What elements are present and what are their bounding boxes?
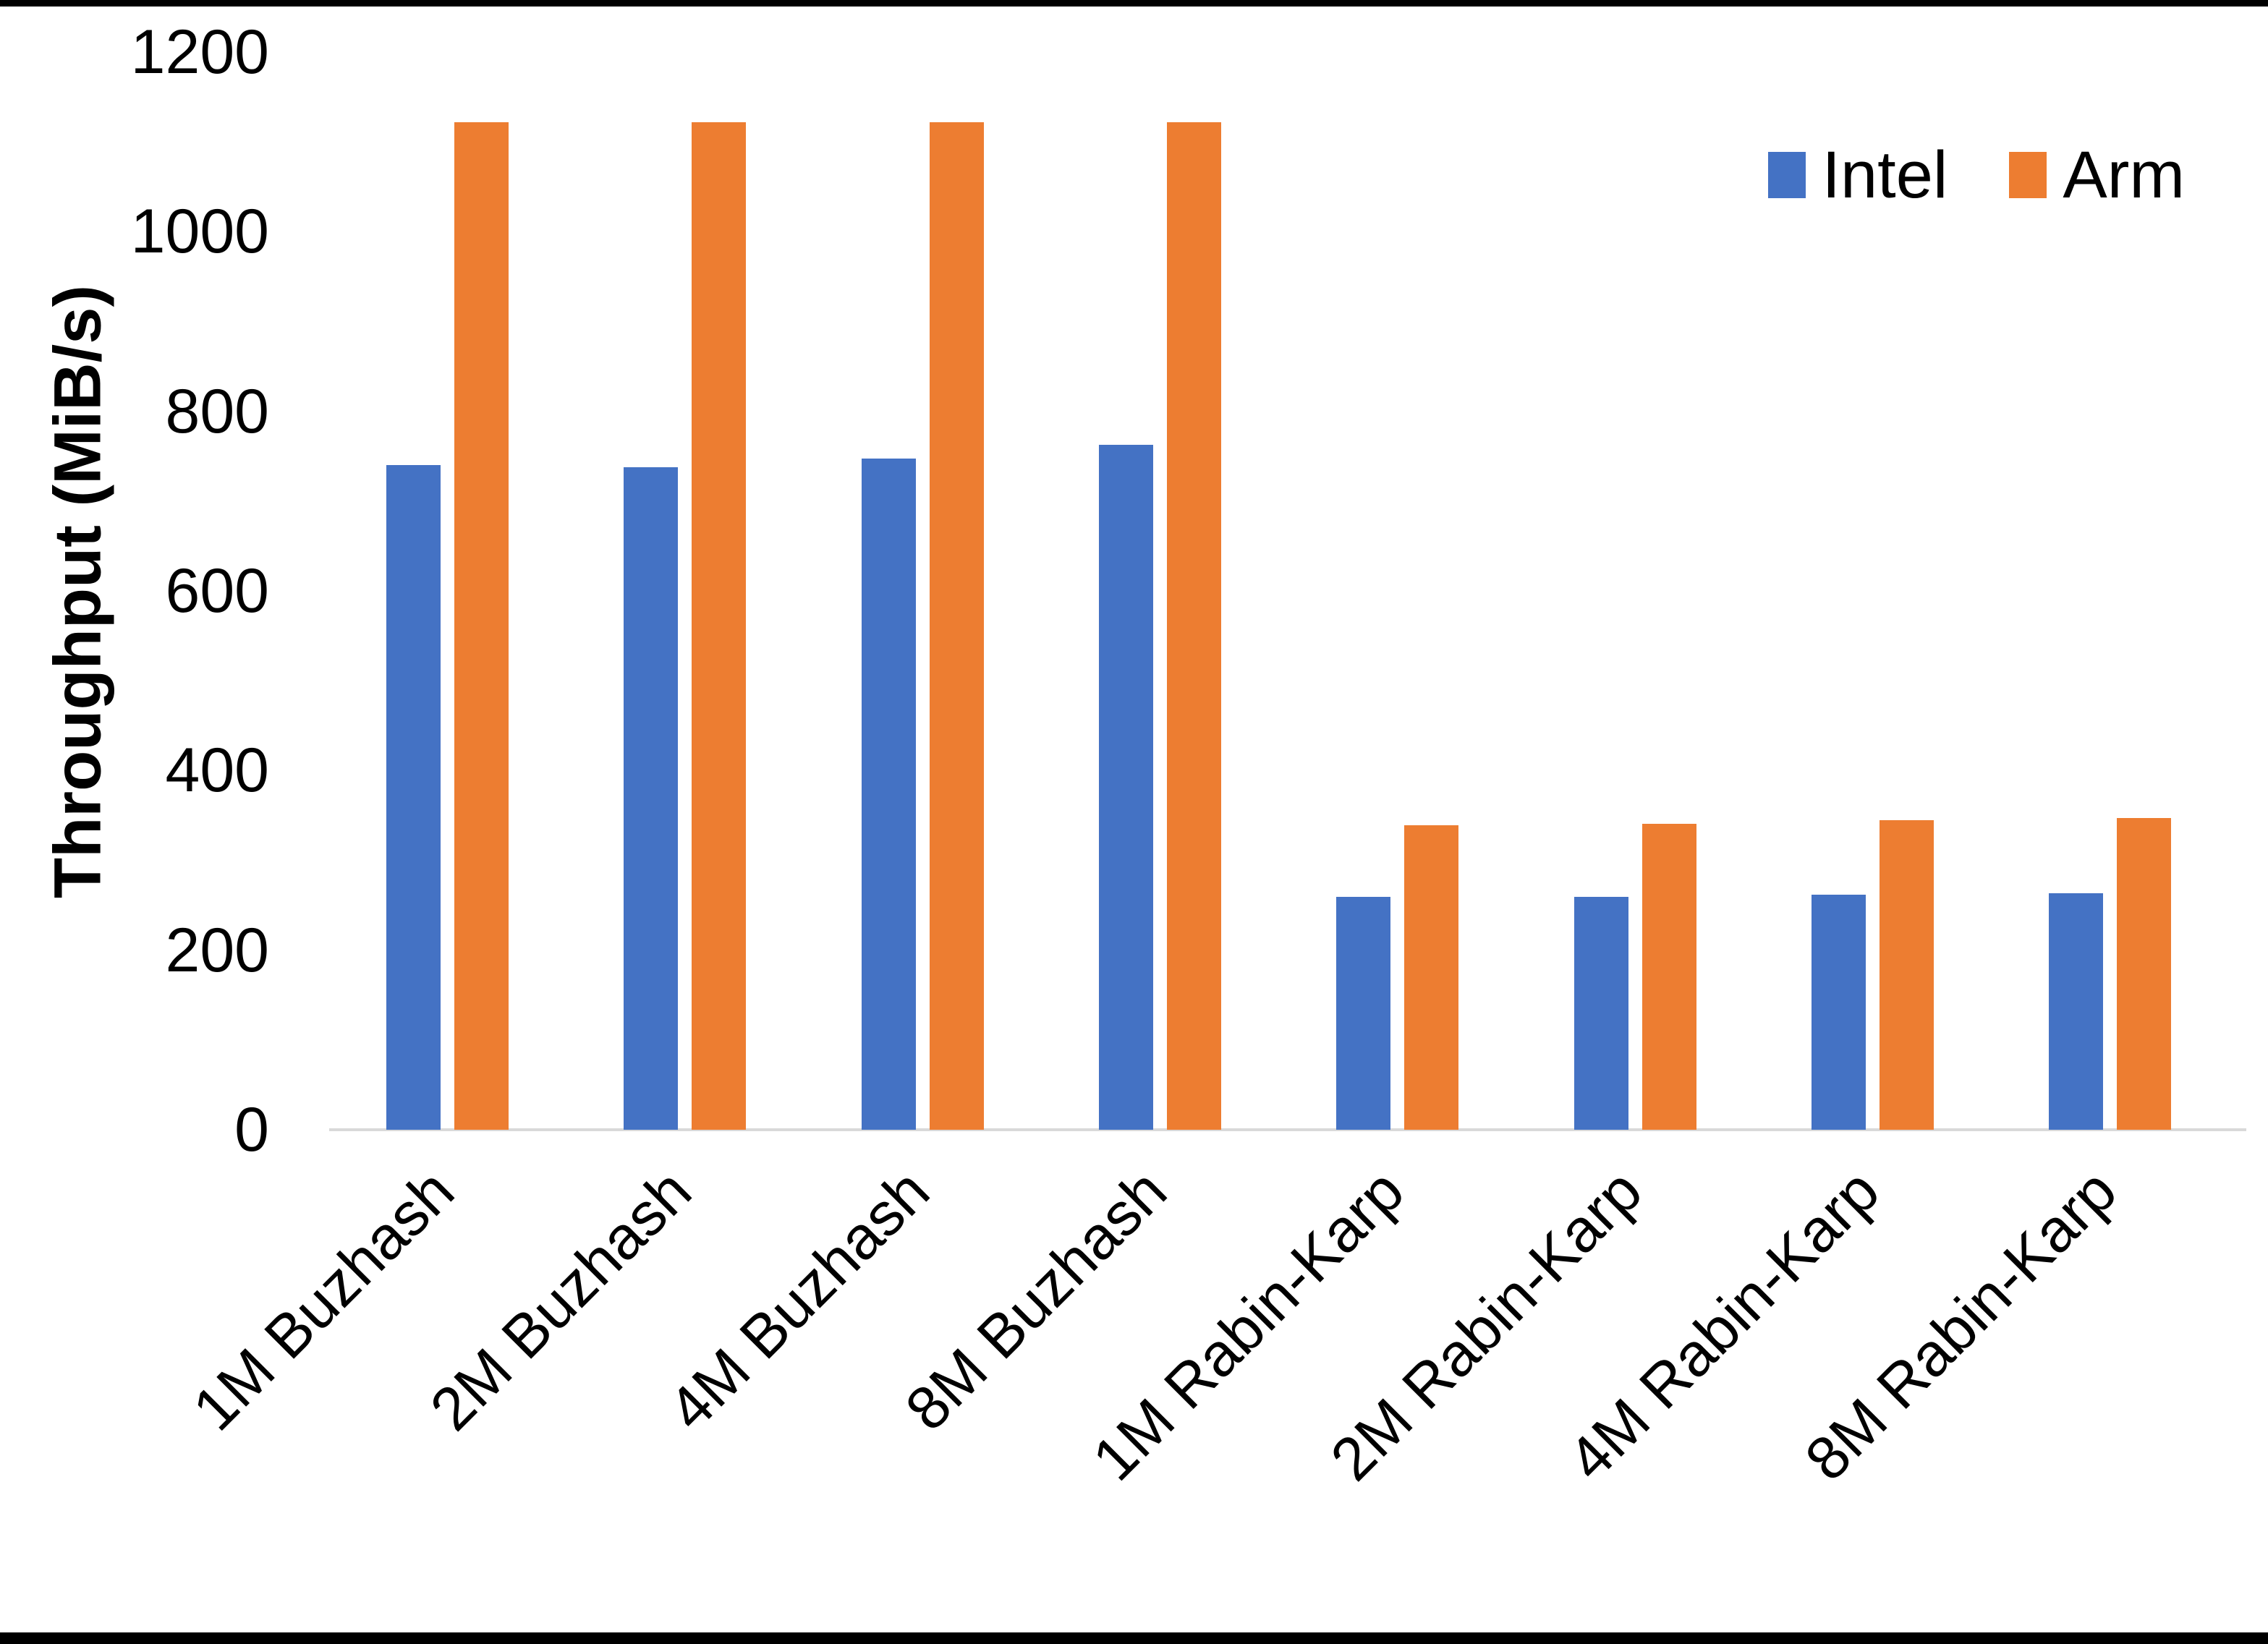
bar-intel-4m-buzhash [861, 459, 916, 1130]
arm-series-swatch [2009, 152, 2047, 198]
bar-arm-4m-rabin-karp [1879, 820, 1934, 1130]
bar-intel-8m-rabin-karp [2049, 893, 2104, 1130]
x-axis-line [329, 1128, 2246, 1131]
y-tick-label-1200: 1200 [130, 17, 269, 87]
y-tick-label-800: 800 [165, 377, 270, 446]
legend-label-intel: Intel [1822, 138, 1948, 212]
bar-intel-1m-rabin-karp [1336, 897, 1391, 1130]
y-tick-label-600: 600 [165, 556, 270, 626]
top-border-line [0, 0, 2268, 7]
legend: Intel Arm [1768, 142, 2185, 208]
bar-arm-8m-buzhash [1166, 122, 1221, 1130]
intel-series-swatch [1768, 152, 1806, 198]
bar-arm-1m-buzhash [454, 122, 509, 1130]
bar-intel-2m-buzhash [624, 467, 679, 1130]
bar-intel-4m-rabin-karp [1811, 895, 1866, 1130]
bar-intel-1m-buzhash [386, 465, 441, 1130]
y-tick-label-0: 0 [234, 1095, 269, 1164]
bottom-border-line [0, 1632, 2268, 1644]
bar-arm-8m-rabin-karp [2117, 818, 2172, 1130]
y-tick-label-1000: 1000 [130, 197, 269, 266]
bar-arm-2m-rabin-karp [1641, 824, 1696, 1130]
bar-intel-2m-rabin-karp [1573, 897, 1628, 1130]
legend-item-arm: Arm [2009, 142, 2185, 208]
legend-item-intel: Intel [1768, 142, 1948, 208]
y-tick-label-400: 400 [165, 736, 270, 805]
bar-intel-8m-buzhash [1098, 445, 1153, 1130]
bar-arm-1m-rabin-karp [1404, 825, 1459, 1130]
y-tick-label-200: 200 [165, 916, 270, 985]
legend-label-arm: Arm [2063, 138, 2185, 212]
bar-arm-4m-buzhash [929, 122, 984, 1130]
bar-arm-2m-buzhash [692, 122, 747, 1130]
